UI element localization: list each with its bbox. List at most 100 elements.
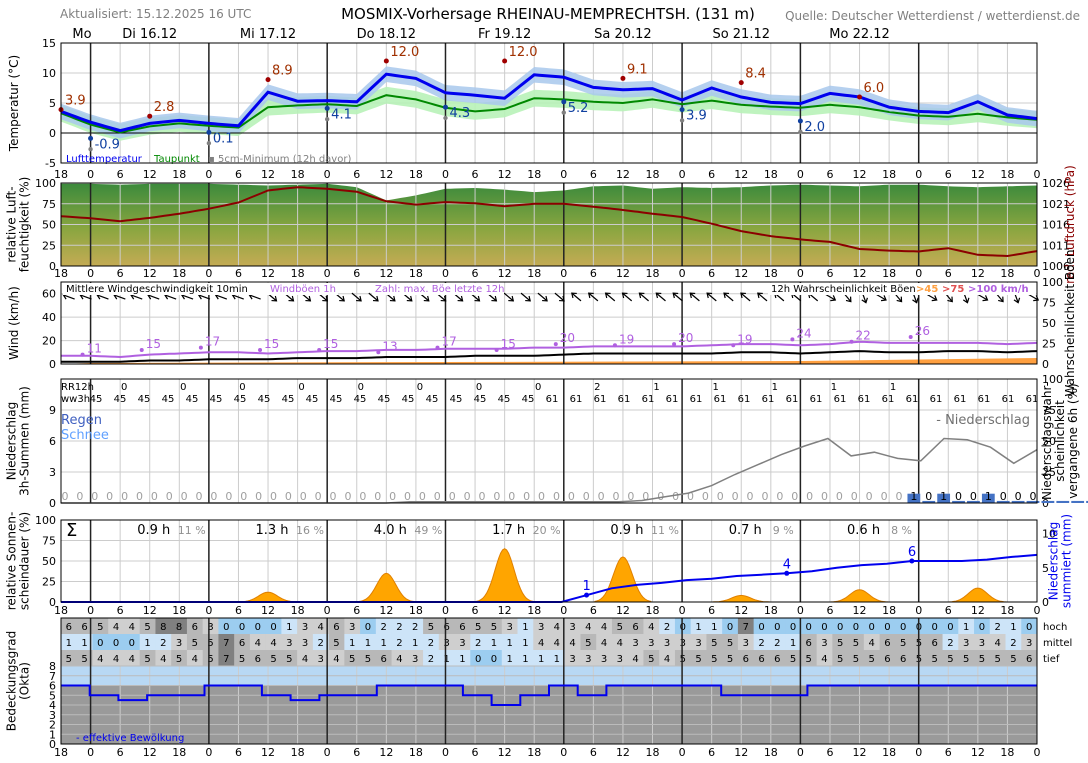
sun-hour-tick-label: 0 bbox=[797, 604, 804, 617]
humidity-hour-tick-label: 6 bbox=[826, 267, 833, 280]
cloud-cell bbox=[344, 634, 361, 650]
cloud-value: 4 bbox=[554, 622, 560, 633]
cloud-cell bbox=[611, 634, 629, 650]
temp-min-marker bbox=[442, 104, 448, 110]
precip-bar-label: 0 bbox=[315, 490, 322, 503]
cloud-cell bbox=[722, 634, 739, 650]
cloud-value: 4 bbox=[192, 654, 198, 665]
precip-bar-label: 0 bbox=[270, 490, 277, 503]
cloud-value: 4 bbox=[648, 622, 654, 633]
cloud-cell bbox=[202, 634, 219, 650]
cloud-cell bbox=[501, 650, 519, 666]
ww3-code: 61 bbox=[1026, 394, 1039, 405]
cloud-hour-tick-label: 6 bbox=[117, 746, 124, 759]
cloud-cell bbox=[611, 618, 629, 634]
humidity-hour-tick-label: 18 bbox=[172, 267, 186, 280]
cloud-cell bbox=[454, 634, 471, 650]
sun-ytick-right-label: 0 bbox=[1042, 596, 1049, 609]
cloud-hour-tick-label: 0 bbox=[324, 746, 331, 759]
precip-ytick-right-label: 25 bbox=[1042, 466, 1056, 479]
cloud-hour-tick-label: 18 bbox=[882, 746, 896, 759]
temp-ytick-label: 15 bbox=[42, 37, 56, 50]
cloud-ytick-label: 7 bbox=[49, 670, 56, 683]
cloud-value: 2 bbox=[475, 638, 481, 649]
humidity-hour-tick-label: 18 bbox=[646, 267, 660, 280]
cloud-cell bbox=[108, 650, 125, 666]
sun-hour-tick-label: 0 bbox=[915, 604, 922, 617]
cloud-ylabel-line: Bedeckungsgrad bbox=[5, 631, 19, 731]
cloud-hour-tick-label: 18 bbox=[291, 746, 305, 759]
ww3-code: 61 bbox=[858, 394, 871, 405]
cloud-hour-tick-label: 0 bbox=[560, 746, 567, 759]
cloud-value: 0 bbox=[900, 622, 906, 633]
cloud-value: 3 bbox=[979, 638, 985, 649]
arrow-shaft bbox=[689, 292, 700, 302]
rr12-value: 1 bbox=[712, 382, 718, 393]
max-gust-marker bbox=[317, 347, 322, 352]
cloud-cell bbox=[234, 650, 251, 666]
cloud-value: 4 bbox=[270, 638, 276, 649]
precip-ytick-right-label: 75 bbox=[1042, 404, 1056, 417]
cloud-value: 2 bbox=[994, 622, 1000, 633]
cloud-value: 5 bbox=[853, 654, 859, 665]
rr12-value: 0 bbox=[121, 382, 127, 393]
cloud-cell bbox=[265, 618, 282, 634]
cloud-value: 2 bbox=[396, 638, 402, 649]
arrow-head bbox=[621, 292, 628, 299]
ground-min-marker bbox=[324, 117, 330, 122]
rr12-value: 0 bbox=[535, 382, 541, 393]
ground-min-marker bbox=[679, 118, 685, 123]
precip-bar bbox=[967, 500, 980, 503]
cloud-cell bbox=[328, 634, 345, 650]
sun-hour-tick-label: 6 bbox=[708, 604, 715, 617]
cloud-cell bbox=[202, 618, 219, 634]
humidity-hour-tick-label: 12 bbox=[734, 267, 748, 280]
precip-bar-label: 0 bbox=[598, 490, 605, 503]
cloud-cell bbox=[800, 650, 818, 666]
wind-ylabel-line: Wind (km/h) bbox=[7, 286, 21, 360]
precip-bar-label: 0 bbox=[836, 490, 843, 503]
cloud-cell bbox=[1005, 634, 1022, 650]
cloud-cell bbox=[879, 634, 896, 650]
sigma-symbol: Σ bbox=[66, 520, 77, 541]
cloud-value: 3 bbox=[443, 638, 449, 649]
sunshine-area bbox=[476, 548, 534, 603]
wind-ytick-right-label: 50 bbox=[1042, 317, 1056, 330]
precip-bar-label: 0 bbox=[881, 490, 888, 503]
cloud-value: 1 bbox=[349, 638, 355, 649]
temp-hour-tick-label: 6 bbox=[117, 168, 124, 181]
max-gust-label: 19 bbox=[619, 332, 634, 346]
precip-ytick-right-label: 50 bbox=[1042, 435, 1056, 448]
cloud-value: 5 bbox=[286, 654, 292, 665]
cloud-value: 0 bbox=[727, 622, 733, 633]
precip-bar-label: 0 bbox=[1015, 490, 1022, 503]
cloud-cell bbox=[942, 618, 959, 634]
legend-temperature: Lufttemperatur bbox=[66, 154, 143, 165]
cloud-value: 2 bbox=[396, 622, 402, 633]
cloud-value: 4 bbox=[632, 654, 638, 665]
cloud-cell bbox=[800, 618, 818, 634]
wind-direction-arrow bbox=[520, 292, 531, 302]
precip-ytick-label: 6 bbox=[49, 435, 56, 448]
ww3-code: 45 bbox=[258, 394, 271, 405]
arrow-shaft bbox=[622, 292, 633, 302]
cloud-cell bbox=[706, 634, 723, 650]
arrow-shaft bbox=[113, 294, 126, 300]
cloud-value: 3 bbox=[632, 638, 638, 649]
ww3-code: 61 bbox=[906, 394, 919, 405]
temp-min-label: 0.1 bbox=[213, 131, 234, 146]
wind-direction-arrow bbox=[604, 292, 616, 302]
wind-direction-arrow bbox=[706, 292, 717, 302]
cloud-cell bbox=[438, 618, 456, 634]
cloud-value: 0 bbox=[979, 622, 985, 633]
arrow-shaft bbox=[655, 292, 666, 302]
cloud-hour-tick-label: 0 bbox=[205, 746, 212, 759]
cloud-value: 4 bbox=[160, 654, 166, 665]
cloud-cell bbox=[848, 650, 865, 666]
wind-ytick-label: 40 bbox=[42, 311, 56, 324]
max-gust-marker bbox=[494, 347, 499, 352]
pressure-ylabel-line: red. Luftdruck (hPa) bbox=[1063, 165, 1077, 284]
humidity-ytick-label: 0 bbox=[49, 260, 56, 273]
mean-wind-line bbox=[61, 350, 1038, 363]
precip-ytick-right-label: 100 bbox=[1042, 373, 1063, 386]
